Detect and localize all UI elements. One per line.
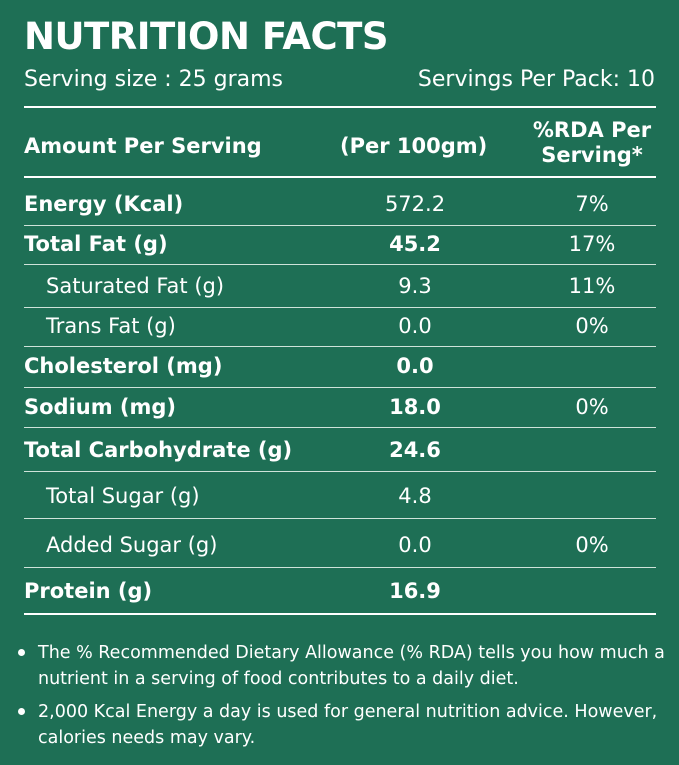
header-rda-per-serving: %RDA Per Serving* [524, 118, 660, 168]
footnote: The % Recommended Dietary Allowance (% R… [16, 640, 672, 692]
nutrient-rda: 11% [568, 274, 616, 298]
nutrient-name: Trans Fat (g) [46, 314, 176, 338]
divider [24, 346, 656, 347]
footnotes: The % Recommended Dietary Allowance (% R… [16, 640, 672, 758]
divider [24, 567, 656, 568]
nutrient-value: 572.2 [384, 192, 446, 216]
footnote-text: 2,000 Kcal Energy a day is used for gene… [38, 702, 658, 748]
nutrient-value: 18.0 [389, 395, 441, 419]
divider [24, 176, 656, 178]
nutrient-rda: 0% [575, 533, 609, 557]
bullet-icon [18, 649, 25, 656]
nutrient-name: Protein (g) [24, 579, 153, 603]
nutrient-rda: 0% [575, 314, 609, 338]
nutrient-name: Cholesterol (mg) [24, 354, 223, 378]
divider [24, 225, 656, 226]
header-rda-line2: Serving* [541, 143, 643, 167]
nutrient-value: 9.3 [398, 274, 432, 298]
servings-per-pack: Servings Per Pack: 10 [417, 67, 655, 92]
nutrient-rda: 7% [575, 192, 609, 216]
nutrient-value: 45.2 [389, 232, 441, 256]
divider [24, 613, 656, 615]
divider [24, 307, 656, 308]
bullet-icon [18, 708, 25, 715]
nutrient-value: 0.0 [398, 533, 432, 557]
nutrient-name: Energy (Kcal) [24, 192, 184, 216]
nutrient-value: 24.6 [389, 438, 441, 462]
page-title: NUTRITION FACTS [24, 15, 389, 58]
header-amount-per-serving: Amount Per Serving [24, 134, 262, 158]
divider [24, 518, 656, 519]
nutrient-name: Total Fat (g) [24, 232, 168, 256]
header-per-100gm: (Per 100gm) [340, 134, 488, 158]
divider [24, 106, 656, 108]
nutrient-value: 0.0 [398, 314, 432, 338]
nutrient-name: Sodium (mg) [24, 395, 177, 419]
nutrient-value: 16.9 [389, 579, 441, 603]
nutrient-rda: 0% [575, 395, 609, 419]
header-rda-line1: %RDA Per [532, 118, 652, 142]
footnote-text: The % Recommended Dietary Allowance (% R… [38, 643, 665, 689]
divider [24, 471, 656, 472]
nutrient-value: 4.8 [398, 484, 432, 508]
nutrient-name: Saturated Fat (g) [46, 274, 225, 298]
nutrient-name: Total Sugar (g) [46, 484, 200, 508]
nutrient-name: Total Carbohydrate (g) [24, 438, 293, 462]
footnote: 2,000 Kcal Energy a day is used for gene… [16, 699, 672, 751]
divider [24, 427, 656, 428]
nutrient-value: 0.0 [396, 354, 434, 378]
divider [24, 264, 656, 265]
divider [24, 387, 656, 388]
nutrient-name: Added Sugar (g) [46, 533, 218, 557]
nutrient-rda: 17% [568, 232, 616, 256]
serving-size: Serving size : 25 grams [24, 67, 284, 92]
